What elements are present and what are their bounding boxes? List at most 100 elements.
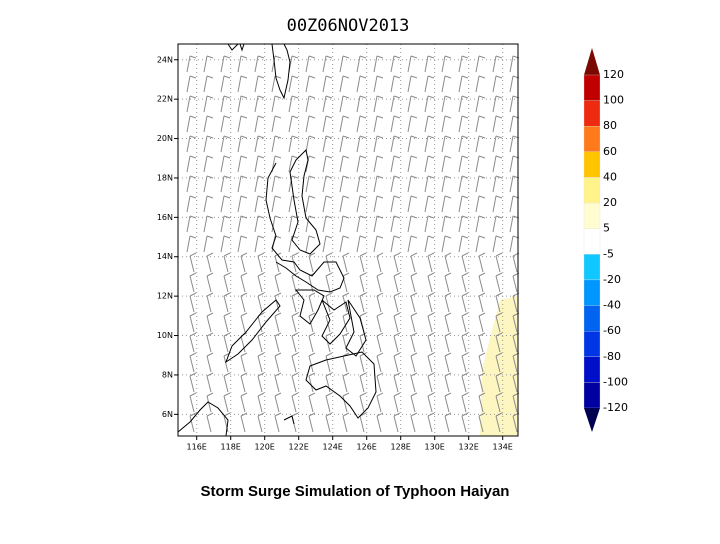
wind-barb (305, 235, 316, 253)
wind-barb (373, 55, 384, 73)
wind-barb (308, 392, 316, 413)
wind-barb (288, 175, 299, 193)
wind-barb (356, 195, 367, 213)
wind-barb (240, 312, 248, 333)
x-tick-label: 124E (323, 443, 343, 452)
wind-barb (325, 292, 333, 313)
wind-barb (220, 235, 231, 253)
wind-barb (356, 55, 367, 73)
wind-barb (220, 195, 231, 213)
wind-barb (203, 175, 214, 193)
wind-barb (254, 195, 265, 213)
wind-barb (444, 392, 452, 413)
wind-barb (206, 272, 214, 293)
map-frame (177, 43, 519, 437)
coastline (294, 289, 325, 325)
wind-barb (342, 412, 350, 433)
wind-barb (424, 55, 435, 73)
wind-barb (376, 332, 384, 353)
wind-barb (359, 292, 367, 313)
wind-barb (441, 135, 452, 153)
wind-barb (373, 155, 384, 173)
x-tick-label: 126E (357, 443, 377, 452)
wind-barb (492, 195, 503, 213)
wind-barb (390, 235, 401, 253)
wind-barb (461, 392, 469, 413)
wind-barb (274, 272, 282, 293)
wind-barb (240, 272, 248, 293)
coastline (224, 299, 281, 364)
wind-barb (322, 55, 333, 73)
wind-barb (373, 95, 384, 113)
wind-barb (390, 135, 401, 153)
wind-barb (495, 252, 503, 273)
wind-barb (478, 372, 486, 393)
wind-barb (240, 292, 248, 313)
wind-barb (458, 135, 469, 153)
wind-barb (475, 155, 486, 173)
wind-barb (478, 392, 486, 413)
wind-barb (475, 195, 486, 213)
wind-barb (203, 195, 214, 213)
wind-barb (325, 372, 333, 393)
wind-barb (376, 392, 384, 413)
wind-barb (393, 252, 401, 273)
colorbar-cap-bottom (584, 408, 600, 432)
wind-barb (478, 292, 486, 313)
wind-barb (458, 195, 469, 213)
y-tick-label: 16N (157, 213, 173, 222)
wind-barb (240, 352, 248, 373)
y-tick-label: 14N (157, 252, 173, 261)
x-tick-label: 134E (493, 443, 513, 452)
wind-barb (407, 235, 418, 253)
colorbar-band (583, 331, 601, 357)
wind-barb (458, 115, 469, 133)
wind-barb (475, 215, 486, 233)
wind-barb (359, 272, 367, 293)
wind-barb (308, 292, 316, 313)
wind-barb (254, 235, 265, 253)
wind-barb (424, 135, 435, 153)
wind-barb (206, 412, 214, 433)
wind-barb (305, 175, 316, 193)
wind-barb (407, 95, 418, 113)
wind-barb (291, 252, 299, 273)
wind-barb (271, 115, 282, 133)
wind-barb (271, 175, 282, 193)
wind-barb (206, 392, 214, 413)
wind-barb (478, 352, 486, 373)
wind-barb (339, 155, 350, 173)
wind-barb (424, 95, 435, 113)
wind-barb (424, 215, 435, 233)
wind-barb (356, 175, 367, 193)
wind-barb (427, 272, 435, 293)
coastline (345, 299, 367, 357)
wind-barb (322, 135, 333, 153)
wind-barb (237, 175, 248, 193)
wind-barb (356, 75, 367, 93)
wind-barb (257, 332, 265, 353)
wind-barb (356, 115, 367, 133)
wind-barb (407, 55, 418, 73)
wind-barb (444, 352, 452, 373)
x-tick-label: 128E (391, 443, 411, 452)
wind-barb (427, 292, 435, 313)
wind-barb (407, 75, 418, 93)
coastline (177, 401, 229, 437)
wind-barb (203, 155, 214, 173)
wind-barb (189, 312, 197, 333)
wind-barb (424, 75, 435, 93)
wind-barb (189, 292, 197, 313)
wind-barb (237, 215, 248, 233)
colorbar-label: -5 (603, 247, 614, 260)
wind-barb (206, 372, 214, 393)
wind-barb (441, 75, 452, 93)
colorbar-label: 20 (603, 196, 617, 209)
wind-barb (339, 115, 350, 133)
wind-barb (424, 115, 435, 133)
wind-barb (257, 292, 265, 313)
wind-barb (274, 392, 282, 413)
wind-barb (203, 135, 214, 153)
wind-barb (393, 332, 401, 353)
